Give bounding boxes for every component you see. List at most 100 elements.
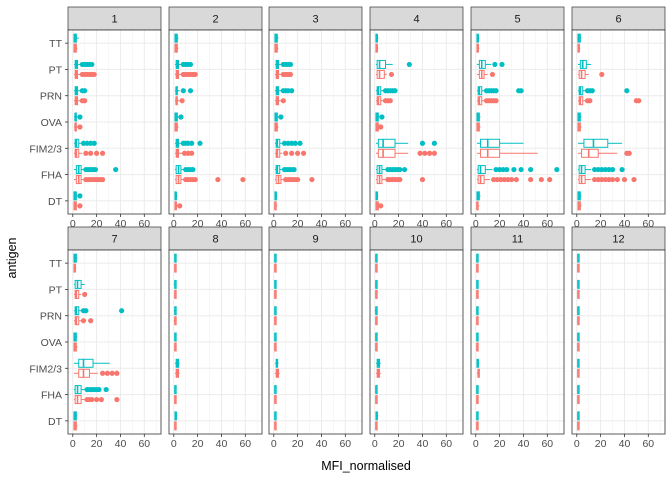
box-lower — [73, 122, 83, 132]
box-upper — [375, 385, 378, 395]
outlier-point — [621, 176, 628, 183]
box-lower — [274, 395, 277, 405]
box-upper — [375, 253, 378, 263]
outlier-point — [592, 166, 598, 173]
box-upper — [375, 112, 385, 122]
x-tick-label: 40 — [316, 218, 328, 230]
box-lower — [476, 201, 480, 211]
outlier-point — [89, 61, 95, 68]
box-upper — [577, 306, 580, 316]
outlier-point — [77, 193, 83, 199]
box-lower — [577, 148, 632, 158]
box-lower — [73, 289, 88, 299]
outlier-point — [499, 61, 505, 68]
box-upper — [476, 138, 524, 148]
box-lower — [173, 316, 177, 326]
outlier-point — [406, 61, 412, 68]
box-upper — [274, 112, 284, 122]
box-upper — [577, 332, 580, 342]
outlier-point — [91, 140, 97, 146]
x-tick-label: 0 — [372, 218, 378, 230]
outlier-point — [119, 308, 125, 314]
box-upper — [173, 279, 177, 289]
box-upper — [274, 138, 303, 148]
x-tick-label: 40 — [518, 438, 530, 450]
box-iqr — [376, 59, 386, 69]
box-lower — [577, 175, 637, 185]
panel-border — [470, 249, 565, 435]
box-lower — [274, 316, 277, 326]
y-axis-title: antigen — [5, 237, 19, 278]
outlier-point — [505, 176, 511, 183]
box-upper — [476, 59, 505, 69]
outlier-point — [96, 386, 102, 393]
outlier-point — [528, 176, 534, 183]
outlier-point — [518, 88, 524, 94]
box-lower — [274, 122, 279, 132]
box-lower — [73, 201, 83, 211]
facet-strip-label: 5 — [514, 14, 520, 26]
outlier-point — [285, 140, 291, 146]
box-upper — [173, 306, 177, 316]
facet-panel-4: 4 — [369, 6, 464, 215]
panel-border — [369, 29, 464, 215]
x-tick-label: 60 — [642, 218, 654, 230]
box-upper — [73, 411, 78, 421]
box-lower — [375, 96, 393, 106]
outlier-point — [595, 166, 601, 173]
facet-strip-label: 7 — [111, 234, 117, 246]
facet-panel-12: 12 — [571, 226, 666, 435]
box-lower — [577, 69, 605, 79]
facet-strip-label: 3 — [312, 14, 318, 26]
outlier-point — [94, 150, 100, 156]
box-upper — [174, 385, 177, 395]
outlier-point — [80, 318, 87, 324]
box-lower — [476, 316, 479, 326]
box-lower — [73, 69, 97, 79]
facet-panel-1: 1 — [67, 6, 162, 215]
box-lower — [577, 316, 580, 326]
y-tick-label: OVA — [41, 117, 62, 129]
outlier-point — [180, 88, 186, 94]
facet-strip-label: 8 — [212, 234, 218, 246]
box-upper — [73, 86, 88, 96]
box-upper — [577, 358, 580, 368]
box-lower — [577, 289, 580, 299]
outlier-point — [300, 150, 307, 156]
box-upper — [274, 253, 277, 263]
outlier-point — [289, 140, 295, 146]
box-iqr — [581, 148, 599, 158]
x-tick-label: 60 — [440, 218, 452, 230]
outlier-point — [77, 203, 83, 209]
outlier-point — [278, 114, 284, 120]
box-lower — [476, 263, 479, 273]
outlier-point — [397, 166, 403, 173]
outlier-point — [189, 140, 195, 146]
outlier-point — [595, 176, 601, 183]
x-tick-label: 40 — [619, 438, 631, 450]
facet-panel-8: 8 — [168, 226, 263, 435]
outlier-point — [82, 98, 88, 104]
box-upper — [73, 165, 119, 175]
outlier-point — [614, 176, 620, 183]
outlier-point — [88, 140, 94, 146]
outlier-point — [187, 61, 194, 68]
box-upper — [476, 358, 480, 368]
facet-panel-10: 10 — [369, 226, 464, 435]
x-tick-label: 20 — [292, 218, 304, 230]
box-upper — [274, 191, 278, 201]
outlier-point — [518, 166, 524, 173]
box-upper — [274, 332, 277, 342]
outlier-point — [592, 176, 598, 183]
x-tick-label: 20 — [494, 438, 506, 450]
box-lower — [174, 395, 177, 405]
outlier-point — [287, 61, 294, 68]
box-lower — [375, 263, 378, 273]
outlier-point — [295, 150, 301, 156]
facet-strip-label: 2 — [212, 14, 218, 26]
box-upper — [577, 138, 623, 148]
box-lower — [476, 289, 479, 299]
facet-panel-7: 7 — [67, 226, 162, 435]
box-upper — [274, 165, 297, 175]
panel-border — [470, 29, 565, 215]
